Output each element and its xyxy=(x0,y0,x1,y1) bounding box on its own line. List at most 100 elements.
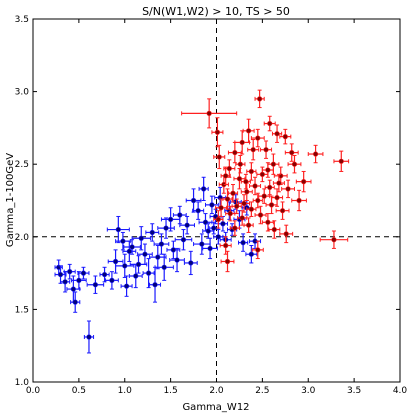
data-point xyxy=(268,202,275,208)
data-point xyxy=(92,282,98,288)
data-point xyxy=(201,186,207,192)
data-point xyxy=(163,225,169,231)
data-point xyxy=(161,264,167,270)
data-point xyxy=(246,128,252,134)
data-point xyxy=(301,179,307,185)
data-point xyxy=(218,205,224,211)
data-point xyxy=(205,228,211,234)
data-point xyxy=(146,270,152,276)
data-point xyxy=(211,225,217,231)
data-point xyxy=(149,229,155,236)
data-point xyxy=(170,247,176,253)
data-point xyxy=(239,139,245,146)
data-point xyxy=(190,197,197,204)
data-point xyxy=(184,222,190,228)
data-point xyxy=(282,134,288,140)
x-tick-label: 2.0 xyxy=(209,386,224,396)
data-point xyxy=(265,219,271,225)
data-point xyxy=(274,194,280,201)
data-point xyxy=(312,151,319,157)
data-point xyxy=(224,196,231,202)
data-point xyxy=(230,190,236,196)
data-point xyxy=(122,263,128,269)
data-point xyxy=(250,147,256,153)
data-point xyxy=(270,161,276,167)
data-point xyxy=(216,154,222,160)
data-point xyxy=(241,200,247,207)
data-point xyxy=(226,165,232,172)
y-tick-label: 3.0 xyxy=(15,88,30,98)
data-point xyxy=(236,176,243,182)
data-point xyxy=(195,208,201,214)
x-tick-label: 0.0 xyxy=(26,386,41,396)
data-point xyxy=(133,273,139,279)
data-point xyxy=(188,260,194,266)
data-point xyxy=(215,234,221,240)
data-point xyxy=(248,206,254,212)
data-point xyxy=(244,189,250,195)
data-point xyxy=(252,183,258,189)
data-point xyxy=(223,242,229,249)
data-point xyxy=(120,238,126,244)
data-point xyxy=(152,282,158,288)
data-point xyxy=(257,212,264,218)
data-point xyxy=(109,277,115,283)
data-point xyxy=(240,240,246,246)
x-axis-label: Gamma_W12 xyxy=(182,402,249,413)
data-point xyxy=(265,167,271,173)
data-point xyxy=(57,271,64,278)
data-point xyxy=(174,257,180,263)
data-point xyxy=(227,210,233,217)
data-point xyxy=(232,149,238,156)
data-point xyxy=(115,226,121,233)
data-point xyxy=(207,245,213,252)
data-point xyxy=(246,222,252,228)
data-point xyxy=(296,197,302,204)
x-tick-label: 0.5 xyxy=(72,386,86,396)
data-point xyxy=(101,271,108,278)
y-tick-label: 2.0 xyxy=(15,233,30,243)
data-point xyxy=(263,147,269,153)
data-point xyxy=(70,286,76,292)
data-point xyxy=(338,158,344,164)
data-point xyxy=(180,237,187,243)
data-point xyxy=(248,168,254,175)
y-tick-label: 2.5 xyxy=(15,160,29,170)
data-point xyxy=(237,161,243,167)
x-tick-label: 3.5 xyxy=(347,386,361,396)
data-point xyxy=(112,258,119,265)
data-point xyxy=(67,269,73,275)
data-point xyxy=(129,244,135,250)
data-point xyxy=(138,235,144,241)
data-point xyxy=(255,247,261,253)
data-point xyxy=(80,270,87,276)
data-point xyxy=(223,173,229,179)
data-point xyxy=(243,179,249,185)
x-tick-label: 2.5 xyxy=(255,386,269,396)
data-point xyxy=(261,193,267,199)
data-point xyxy=(257,96,263,102)
data-point xyxy=(289,149,295,156)
data-point xyxy=(155,254,161,260)
y-tick-label: 1.5 xyxy=(15,305,29,315)
data-point xyxy=(142,251,148,257)
x-tick-label: 1.5 xyxy=(163,386,177,396)
data-point xyxy=(285,186,291,192)
data-point xyxy=(224,258,231,265)
data-point xyxy=(76,277,82,283)
y-axis-label: Gamma_1-100GeV xyxy=(5,153,16,247)
data-point xyxy=(271,226,277,233)
x-tick-label: 1.0 xyxy=(118,386,133,396)
data-point xyxy=(283,231,289,237)
data-point xyxy=(255,197,261,204)
data-point xyxy=(135,261,142,267)
data-point xyxy=(276,180,282,186)
data-point xyxy=(168,216,174,222)
data-point xyxy=(62,279,68,285)
data-point xyxy=(206,110,212,116)
x-tick-label: 4.0 xyxy=(393,386,408,396)
data-point xyxy=(232,225,238,231)
data-point xyxy=(267,184,273,191)
